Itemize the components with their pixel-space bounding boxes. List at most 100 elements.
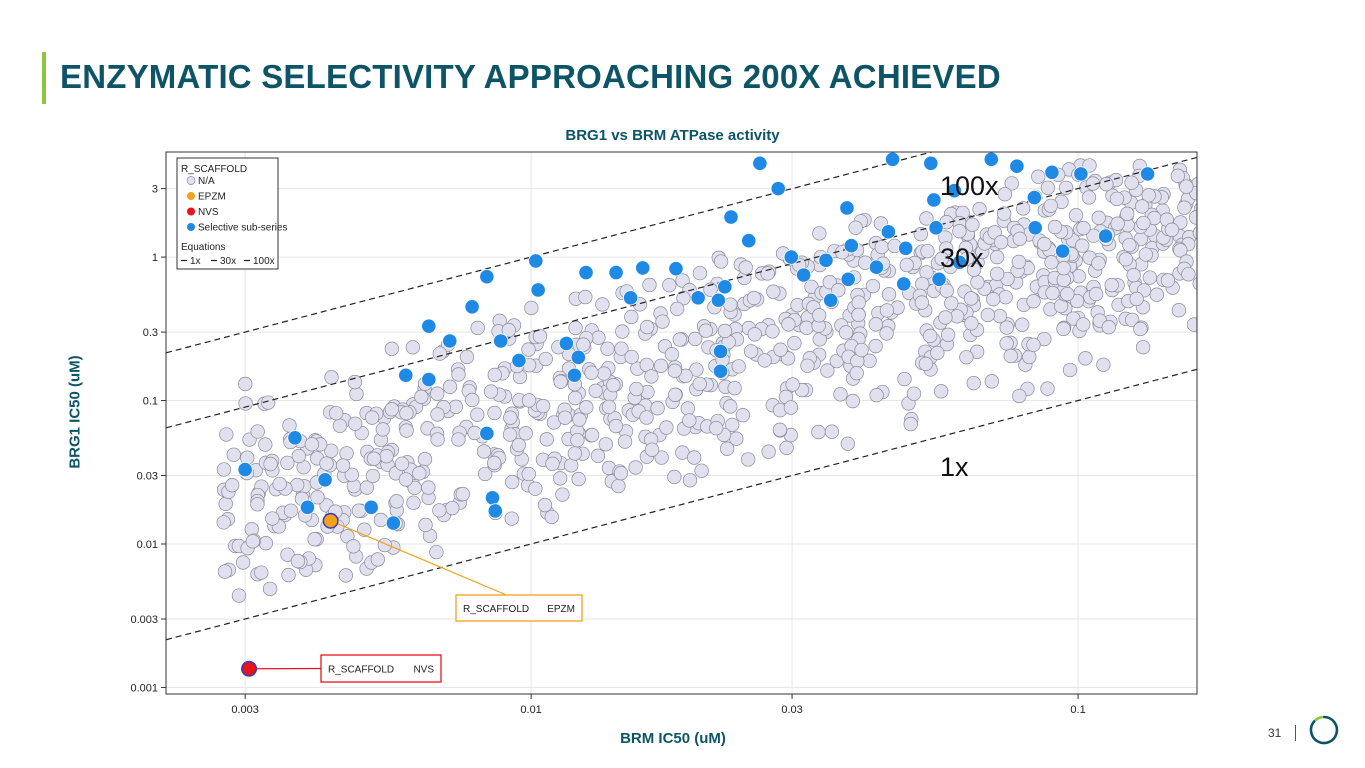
data-point-na (1037, 236, 1052, 252)
data-point-na (615, 324, 630, 339)
data-point-na (258, 437, 273, 452)
data-point-na (224, 478, 240, 493)
data-point-na (773, 342, 788, 357)
data-point-selective-sub-series (385, 515, 401, 531)
data-point-na (664, 347, 680, 362)
data-point-na (487, 367, 502, 383)
data-point-na (735, 407, 751, 423)
data-point-na (869, 388, 884, 403)
data-point-na (1124, 175, 1139, 190)
data-point-na (650, 401, 665, 416)
legend-equations-title: Equations (181, 242, 225, 253)
data-point-na (1091, 256, 1106, 271)
data-point-na (938, 310, 953, 325)
data-point-na (1133, 321, 1148, 337)
data-point-selective-sub-series (1009, 158, 1025, 174)
data-point-na (231, 588, 247, 603)
data-point-na (644, 442, 660, 457)
data-point-na (1012, 231, 1027, 246)
data-point-na (1099, 177, 1114, 192)
data-point-na (451, 432, 466, 447)
data-point-selective-sub-series (484, 490, 501, 506)
data-point-na (448, 399, 464, 414)
data-point-na (897, 371, 912, 387)
data-point-na (258, 536, 274, 551)
page-separator (1295, 725, 1296, 741)
data-point-na (746, 290, 762, 306)
data-point-na (250, 497, 265, 512)
x-tick-label: 0.003 (231, 704, 259, 716)
data-point-selective-sub-series (479, 425, 495, 441)
data-point-na (999, 320, 1014, 335)
equation-label-1x: 1x (940, 452, 969, 482)
data-point-na (1179, 179, 1194, 194)
data-point-na (521, 466, 536, 482)
data-point-na (854, 342, 869, 358)
data-point-selective-sub-series (741, 233, 757, 249)
data-point-selective-sub-series (928, 220, 944, 236)
equation-label-30x: 30x (940, 243, 984, 273)
company-logo-icon (1309, 715, 1339, 745)
data-point-na (262, 581, 278, 597)
data-point-na (430, 432, 445, 447)
legend-marker (187, 207, 195, 216)
data-point-na (851, 307, 866, 322)
data-point-na (588, 383, 603, 398)
data-point-na (996, 206, 1012, 221)
data-point-na (848, 220, 863, 235)
data-point-na (579, 400, 594, 415)
data-point-na (601, 399, 617, 415)
data-point-na (659, 420, 674, 435)
data-point-na (430, 386, 445, 401)
data-point-na (216, 515, 231, 530)
data-point-na (1173, 243, 1188, 258)
data-point-na (219, 427, 234, 442)
data-point-na (933, 384, 949, 399)
data-point-na (339, 446, 354, 461)
callout-leader-epzm (330, 520, 507, 596)
callout-box-nvs (320, 654, 442, 683)
data-point-highlight-epzm (322, 512, 339, 529)
callout-value-label: EPZM (547, 604, 575, 615)
data-point-na (442, 379, 458, 394)
data-point-na (432, 503, 447, 518)
data-point-na (511, 437, 526, 453)
data-point-na (348, 416, 363, 431)
data-point-na (944, 296, 959, 311)
data-point-selective-sub-series (1098, 228, 1114, 244)
data-point-na (692, 265, 708, 281)
data-point-na (1186, 317, 1197, 332)
data-point-selective-sub-series (570, 349, 586, 365)
legend-entry-label: Selective sub-series (198, 223, 287, 234)
data-point-na (465, 392, 480, 408)
data-point-selective-sub-series (946, 183, 962, 199)
data-point-na (384, 402, 399, 417)
data-point-na (1022, 349, 1037, 365)
data-point-na (783, 400, 799, 415)
data-point-na (1056, 321, 1071, 336)
data-point-na (1141, 188, 1156, 203)
data-point-na (833, 387, 848, 402)
data-point-na (998, 290, 1013, 305)
callout-box-epzm (455, 594, 583, 622)
data-point-na (1014, 317, 1030, 332)
data-point-na (370, 552, 385, 567)
data-point-na (1068, 208, 1084, 223)
page-number: 31 (1268, 726, 1282, 740)
data-point-na (521, 393, 537, 408)
x-axis-label: BRM IC50 (uM) (620, 730, 726, 747)
data-point-na (591, 330, 606, 345)
data-point-na (260, 395, 276, 410)
data-point-na (984, 374, 999, 389)
data-point-na (766, 284, 781, 299)
data-point-na (265, 511, 280, 526)
data-point-na (1149, 287, 1164, 302)
data-point-na (584, 365, 599, 380)
data-point-na (703, 282, 718, 297)
data-point-na (611, 478, 626, 494)
data-point-na (328, 406, 344, 421)
data-point-na (654, 450, 669, 465)
data-point-na (672, 332, 687, 347)
legend-title: R_SCAFFOLD (181, 164, 247, 175)
